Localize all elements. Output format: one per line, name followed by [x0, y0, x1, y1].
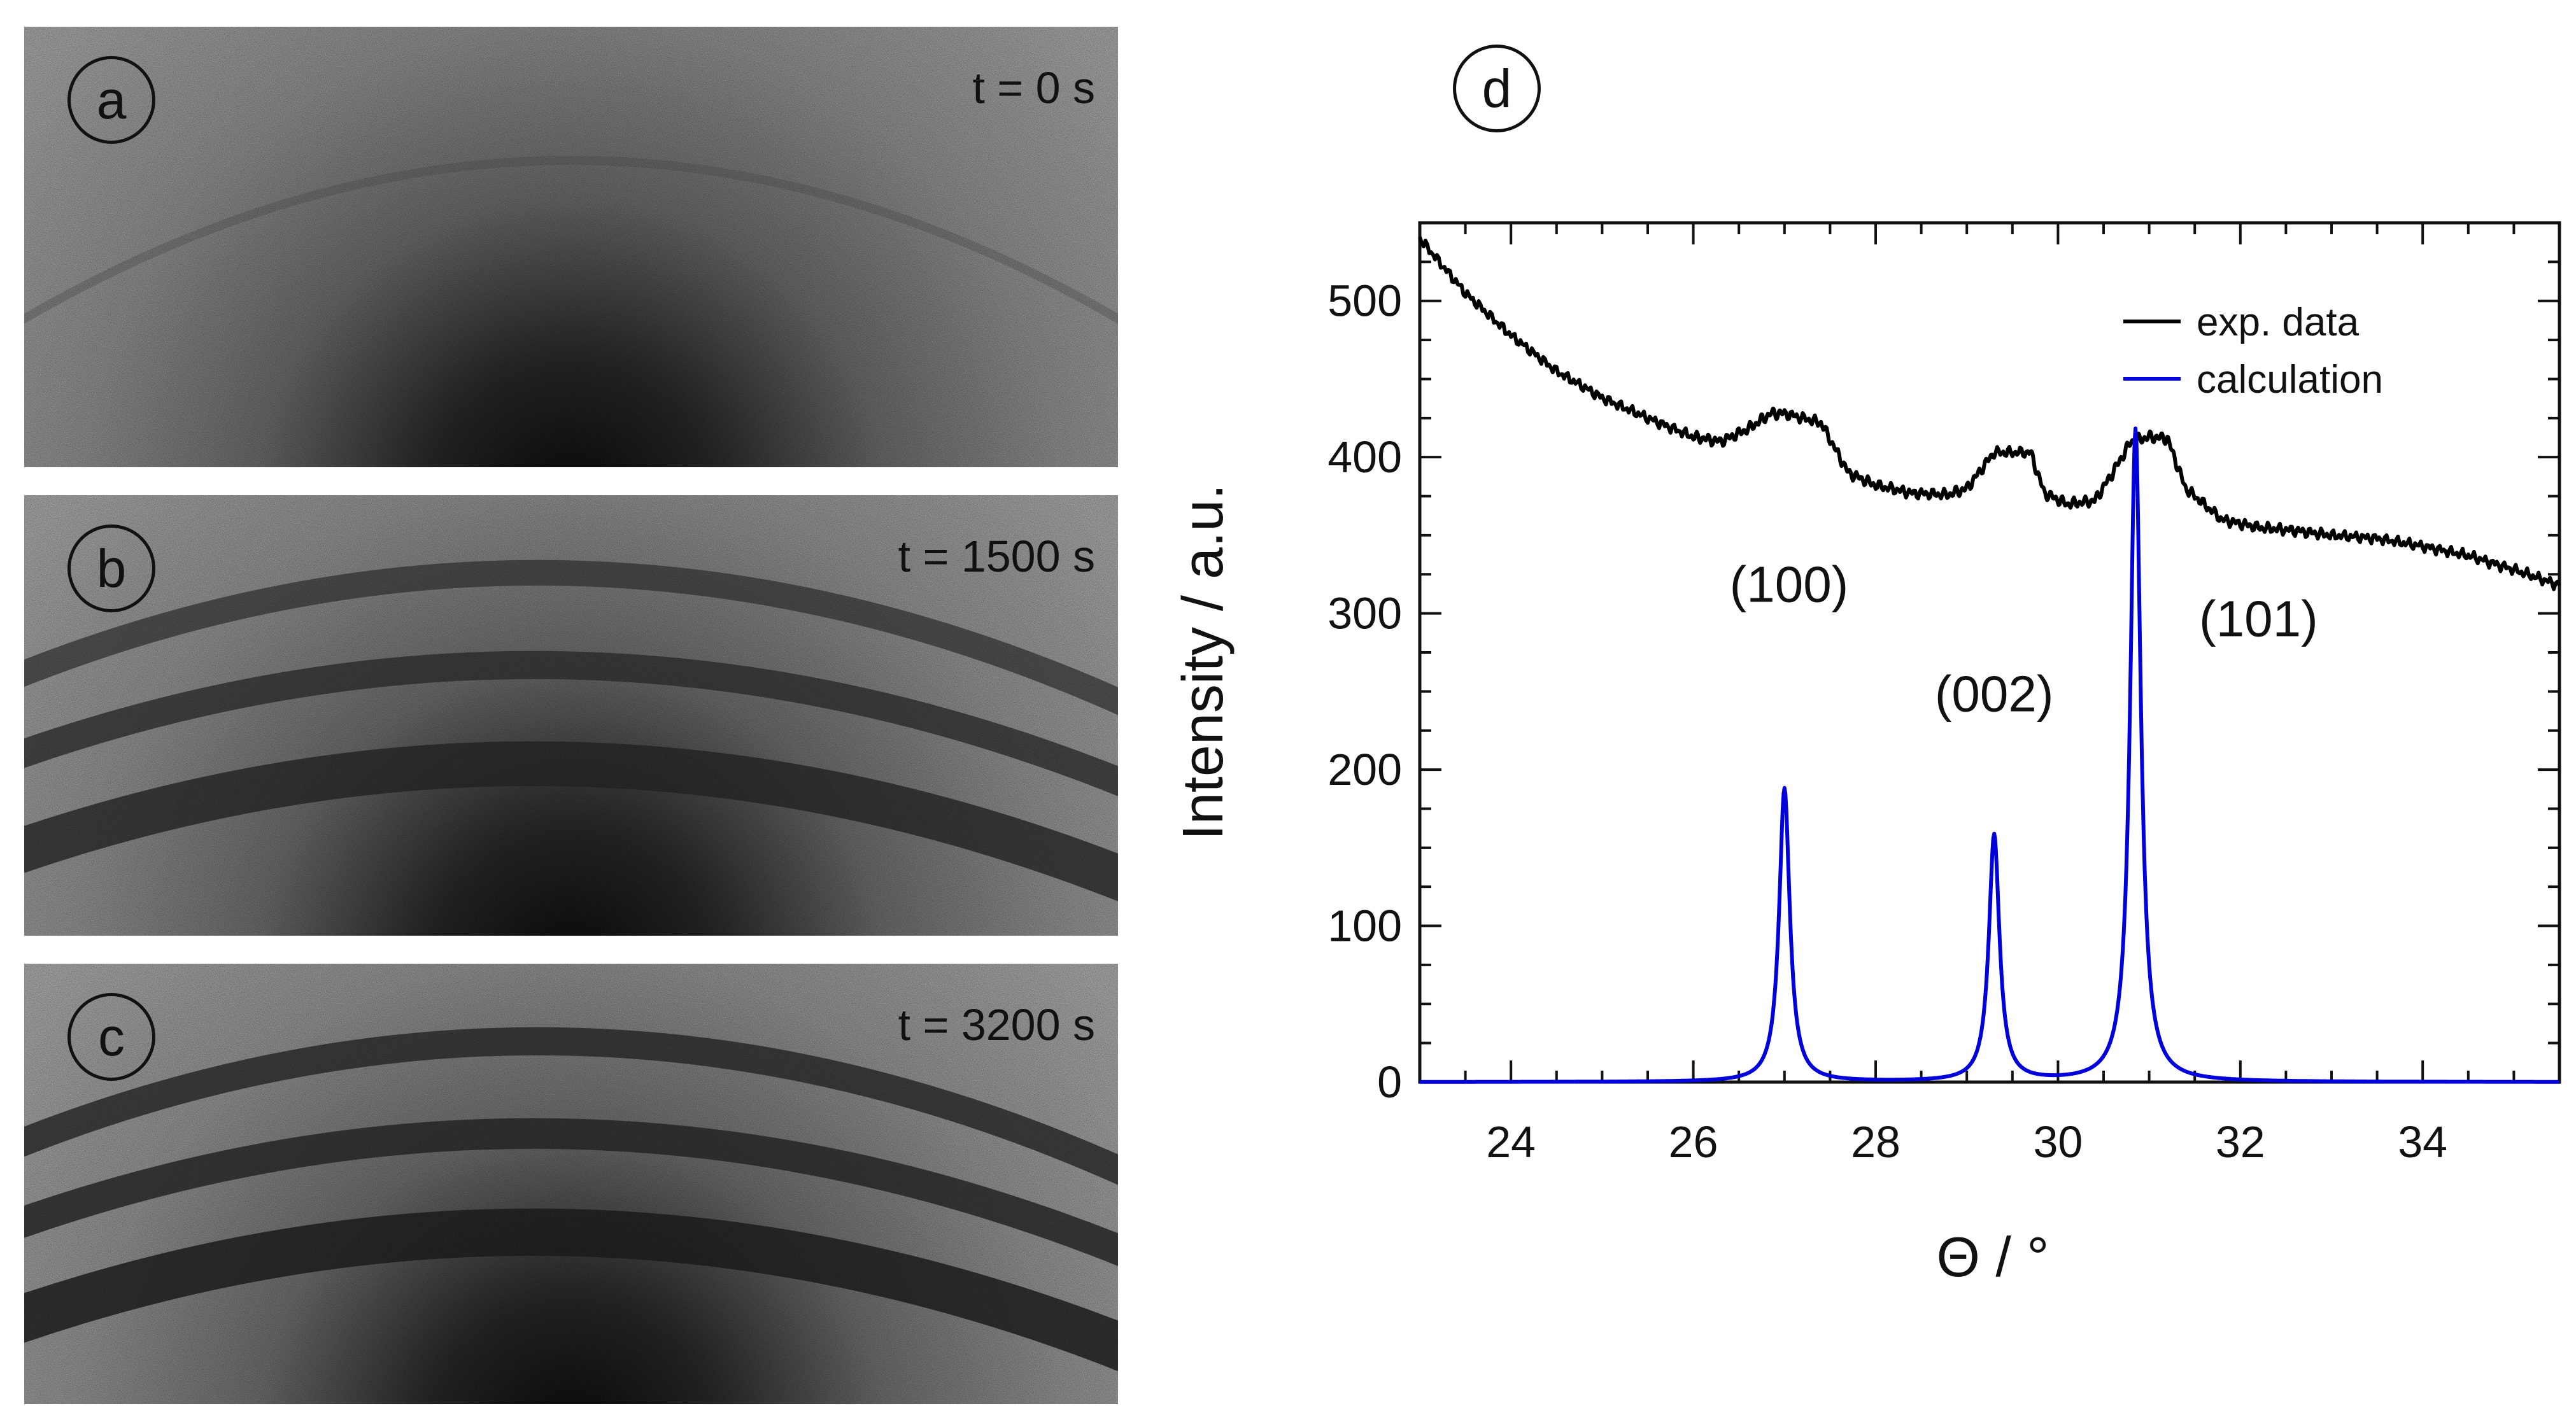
peak-annotation: (002) — [1935, 665, 2054, 722]
diffraction-panel-a: a t = 0 s — [24, 27, 1118, 467]
y-tick-label: 0 — [1377, 1057, 1402, 1107]
detector-image-c — [24, 964, 1118, 1404]
y-tick-label: 300 — [1327, 589, 1402, 638]
y-tick-label: 400 — [1327, 432, 1402, 482]
x-tick-label: 28 — [1851, 1117, 1900, 1167]
xrd-chart-panel: d 24 26 28 30 32 34 0 100 200 300 400 500 (100) (002… — [1133, 0, 2576, 1412]
panel-label-c: c — [67, 993, 155, 1081]
panel-time-a: t = 0 s — [972, 63, 1095, 113]
series-exp-data — [1418, 236, 2561, 591]
y-tick-label: 500 — [1327, 276, 1402, 326]
peak-annotation: (101) — [2199, 590, 2318, 647]
x-axis-label: Θ / ° — [1937, 1225, 2049, 1288]
y-tick-label: 100 — [1327, 901, 1402, 951]
series-calculation — [1419, 426, 2561, 1084]
y-tick-label: 200 — [1327, 745, 1402, 794]
detector-image-b — [24, 495, 1118, 936]
peak-annotation: (100) — [1730, 556, 1849, 612]
y-axis-label: Intensity / a.u. — [1171, 484, 1235, 840]
diffraction-panel-b: b t = 1500 s — [24, 495, 1118, 936]
diffraction-panel-c: c t = 3200 s — [24, 964, 1118, 1404]
panel-time-c: t = 3200 s — [898, 1000, 1095, 1050]
legend-label: calculation — [2197, 358, 2383, 402]
x-tick-label: 32 — [2216, 1117, 2265, 1167]
x-tick-label: 30 — [2033, 1117, 2083, 1167]
x-tick-label: 24 — [1486, 1117, 1536, 1167]
legend-label: exp. data — [2197, 300, 2360, 344]
detector-image-a — [24, 27, 1118, 467]
panel-label-a: a — [67, 56, 155, 144]
panel-time-b: t = 1500 s — [898, 532, 1095, 581]
xrd-chart: 24 26 28 30 32 34 0 100 200 300 400 500 (100) (002) (… — [1171, 221, 2561, 1288]
x-tick-label: 34 — [2398, 1117, 2447, 1167]
x-tick-label: 26 — [1669, 1117, 1718, 1167]
panel-label-d: d — [1453, 45, 1541, 132]
panel-label-b: b — [67, 524, 155, 612]
